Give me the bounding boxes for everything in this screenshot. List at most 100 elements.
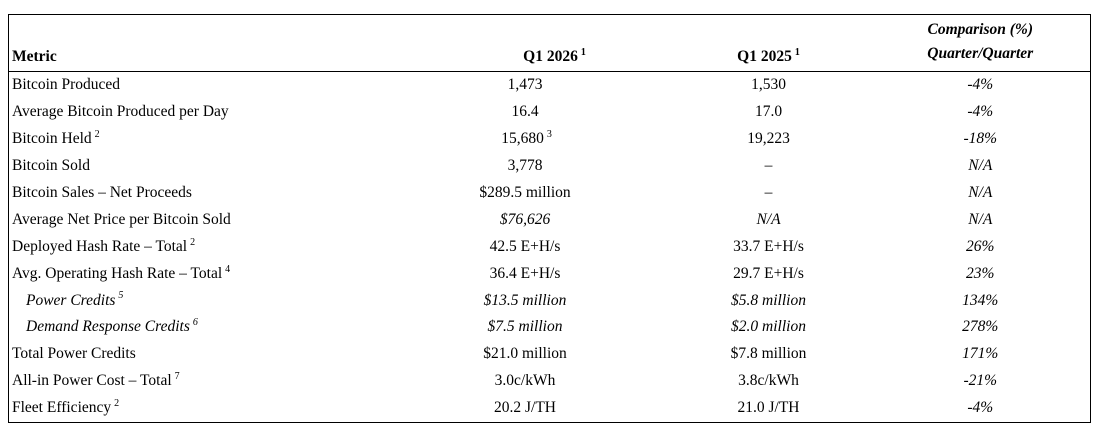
q1-2026-value: 20.2 J/TH [387,395,667,422]
value-text: $7.5 million [487,318,563,336]
comparison-value: 171% [962,345,999,363]
q1-2026-value: 42.5 E+H/s [387,233,667,260]
q1-2026-value: 15,680 3 [387,126,667,153]
page: Metric Q1 2026 1 Q1 2025 1 Comparison (%) … [8,14,1091,423]
metric-label-text: Bitcoin Held [12,130,92,148]
metric-label-text: Power Credits [26,291,116,309]
col-header-q1-2026: Q1 2026 1 [386,14,667,72]
value-text: $76,626 [499,210,551,228]
table-row-bitcoin-produced: Bitcoin Produced 1,473 1,530 -4% [9,72,1091,99]
col-header-comparison: Comparison (%) Quarter/Quarter [870,14,1091,72]
metric-label-text: Average Bitcoin Produced per Day [12,103,229,121]
q1-2025-value: 33.7 E+H/s [733,237,804,255]
metric-label: Fleet Efficiency 2 [9,395,387,422]
footnote-ref: 4 [225,263,231,275]
footnote-ref: 1 [580,46,586,58]
q1-2026-value: $21.0 million [387,341,667,368]
value-text: 42.5 E+H/s [489,237,561,255]
q1-2025-value: 1,530 [751,76,786,94]
q1-2026-value: 3.0c/kWh [387,368,667,395]
table-row-fleet-efficiency: Fleet Efficiency 2 20.2 J/TH 21.0 J/TH -4… [9,395,1091,422]
metric-label: Bitcoin Produced [9,72,387,99]
header-row: Metric Q1 2026 1 Q1 2025 1 Comparison (%) … [8,14,1091,72]
q1-2025-value: – [764,184,773,201]
q1-2026-value: 16.4 [387,99,667,126]
metric-label: Avg. Operating Hash Rate – Total 4 [9,260,387,287]
q1-2025-value: 17.0 [754,103,783,121]
metric-label-text: All-in Power Cost – Total [12,372,172,390]
metric-label: All-in Power Cost – Total 7 [9,368,387,395]
q1-2025-value: $2.0 million [731,318,806,336]
footnote-ref: 3 [546,129,552,141]
metric-label-text: Demand Response Credits [26,318,190,336]
q1-2026-value: 3,778 [387,153,667,180]
metric-label-text: Bitcoin Produced [12,76,121,94]
comparison-value: -21% [963,372,998,390]
q1-2026-value: $7.5 million [387,314,667,341]
table-row-demand-response-credits: Demand Response Credits 6 $7.5 million $2… [9,314,1091,341]
metric-label: Deployed Hash Rate – Total 2 [9,233,387,260]
q1-2026-value: 36.4 E+H/s [387,260,667,287]
q1-2025-value: N/A [756,210,781,228]
q1-2025-value: 19,223 [747,130,790,148]
metric-label-text: Avg. Operating Hash Rate – Total [12,264,223,282]
value-text: 16.4 [511,103,539,121]
metric-label: Average Bitcoin Produced per Day [9,99,387,126]
comparison-value: 26% [966,237,995,255]
comparison-value: N/A [968,210,993,228]
table-row-all-in-power-cost: All-in Power Cost – Total 7 3.0c/kWh 3.8c… [9,368,1091,395]
comparison-value: 278% [962,318,999,336]
q1-2025-value: $5.8 million [731,291,806,309]
comparison-value: -4% [967,76,994,94]
q1-2025-value: $7.8 million [730,345,807,363]
table-row-avg-bitcoin-per-day: Average Bitcoin Produced per Day 16.4 17… [9,99,1091,126]
footnote-ref: 2 [114,397,120,409]
metric-label-text: Bitcoin Sales – Net Proceeds [12,184,192,201]
footnote-ref: 1 [794,46,800,58]
table-row-deployed-hash-rate: Deployed Hash Rate – Total 2 42.5 E+H/s 3… [9,233,1091,260]
value-text: $289.5 million [479,184,571,201]
comparison-value: -4% [967,103,994,121]
q1-2026-value: $76,626 [387,206,667,233]
footnote-ref: 6 [192,317,198,329]
table-row-bitcoin-held: Bitcoin Held 2 15,680 3 19,223 -18% [9,126,1091,153]
col-header-q1-2026-label: Q1 2026 [523,48,578,65]
metric-label: Bitcoin Held 2 [9,126,387,153]
q1-2026-value: $13.5 million [387,287,667,314]
table-row-bitcoin-sales-net-proceeds: Bitcoin Sales – Net Proceeds $289.5 mill… [9,180,1091,207]
table-row-avg-operating-hash-rate: Avg. Operating Hash Rate – Total 4 36.4 E… [9,260,1091,287]
footnote-ref: 7 [174,371,180,383]
comparison-value: -18% [963,130,998,148]
metric-label-text: Fleet Efficiency [12,399,112,417]
table-row-avg-net-price: Average Net Price per Bitcoin Sold $76,6… [9,206,1091,233]
comparison-value: -4% [967,399,994,417]
metric-label-text: Deployed Hash Rate – Total [12,237,188,255]
metric-label: Power Credits 5 [9,287,387,314]
footnote-ref: 2 [94,129,100,141]
footnote-ref: 5 [118,290,124,302]
metric-label: Demand Response Credits 6 [9,314,387,341]
col-header-q1-2025: Q1 2025 1 [666,14,871,72]
value-text: $13.5 million [483,291,567,309]
metric-label: Bitcoin Sales – Net Proceeds [9,180,387,207]
metric-label-text: Average Net Price per Bitcoin Sold [12,210,231,228]
comparison-value: 23% [966,264,995,282]
value-text: 3.0c/kWh [494,372,556,390]
value-text: $21.0 million [483,345,567,363]
q1-2025-value: 29.7 E+H/s [733,264,804,282]
col-header-q1-2025-label: Q1 2025 [737,48,792,65]
q1-2025-value: 3.8c/kWh [738,372,799,390]
value-text: 15,680 [501,130,544,148]
footnote-ref: 2 [190,236,196,248]
col-header-metric: Metric [8,14,387,72]
value-text: 20.2 J/TH [494,399,556,417]
table-row-bitcoin-sold: Bitcoin Sold 3,778 – N/A [9,153,1091,180]
comparison-value: 134% [962,291,999,309]
table-row-total-power-credits: Total Power Credits $21.0 million $7.8 m… [9,341,1091,368]
value-text: 36.4 E+H/s [489,264,561,282]
metric-label-text: Bitcoin Sold [12,157,90,175]
q1-2026-value: $289.5 million [387,180,667,207]
q1-2025-value: 21.0 J/TH [737,399,800,417]
metric-label: Total Power Credits [9,341,387,368]
comparison-value: N/A [968,184,993,201]
